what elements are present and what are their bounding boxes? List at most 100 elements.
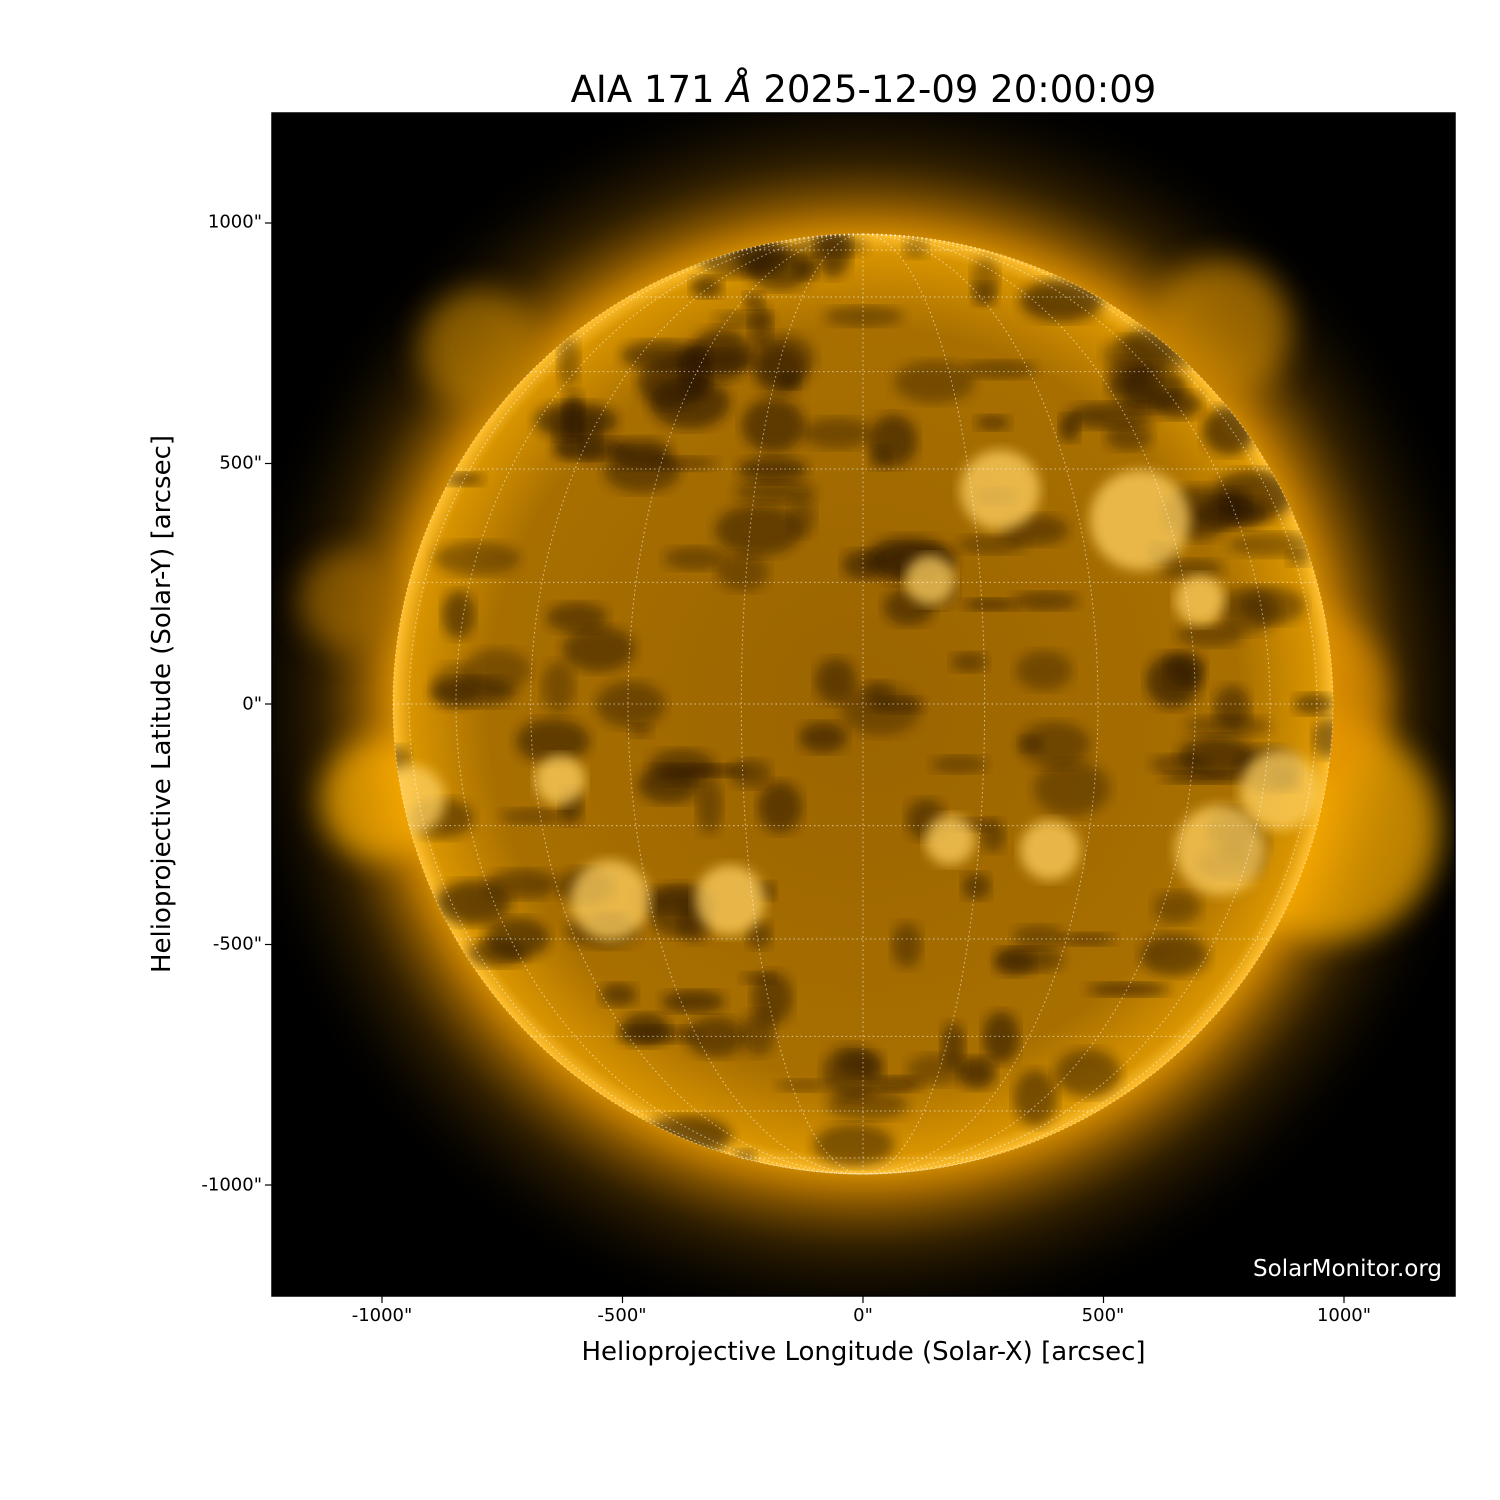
dark-region	[737, 456, 808, 483]
dark-region	[749, 333, 816, 385]
dark-region	[649, 376, 730, 429]
dark-region	[499, 808, 566, 825]
dark-region	[1312, 717, 1333, 759]
dark-region	[956, 535, 1028, 554]
dark-region	[1013, 1070, 1058, 1127]
heliographic-grid	[392, 233, 1334, 1175]
dark-region	[562, 626, 636, 672]
title-unit: Å	[726, 68, 752, 111]
dark-region	[553, 408, 585, 460]
title-text: AIA 171	[570, 68, 727, 111]
longitude-line	[740, 233, 864, 1175]
active-region	[393, 765, 445, 835]
y-tick-label: 1000"	[207, 211, 262, 233]
dark-region	[1054, 1049, 1121, 1098]
dark-region	[893, 360, 975, 404]
dark-region	[546, 602, 608, 633]
dark-region	[740, 971, 775, 985]
dark-region	[741, 398, 805, 453]
dark-region	[746, 920, 772, 949]
dark-region	[872, 1076, 923, 1092]
dark-region	[975, 415, 1011, 431]
dark-region	[1105, 422, 1153, 451]
dark-region	[579, 411, 602, 466]
dark-region	[891, 922, 922, 969]
dark-region	[751, 971, 793, 1025]
dark-region	[713, 311, 776, 328]
dark-region	[619, 1013, 670, 1047]
y-axis-label: Helioprojective Latitude (Solar-Y) [arcs…	[147, 434, 177, 974]
y-tick-label: -500"	[212, 933, 262, 955]
dark-region	[690, 276, 723, 298]
dark-region	[715, 504, 803, 556]
dark-region	[1159, 559, 1224, 581]
dark-region	[435, 880, 511, 925]
dark-region	[903, 238, 929, 259]
dark-region	[958, 1056, 996, 1089]
longitude-line	[455, 233, 864, 1175]
longitude-line	[530, 233, 864, 1175]
longitude-line	[862, 233, 986, 1175]
dark-region	[661, 990, 725, 1013]
x-tick-label: -500"	[597, 1305, 647, 1326]
dark-region	[1087, 982, 1170, 997]
dark-region	[734, 480, 817, 504]
dark-region	[1227, 532, 1315, 557]
dark-region	[746, 247, 814, 290]
longitude-line	[862, 233, 1318, 1175]
dark-region	[758, 781, 803, 833]
dark-region	[653, 456, 718, 471]
dark-region	[963, 598, 1018, 611]
dark-region	[1293, 693, 1333, 715]
dark-region	[743, 292, 764, 310]
dark-region	[696, 777, 723, 834]
dark-region	[1177, 736, 1255, 777]
dark-region	[1153, 891, 1202, 924]
x-tick-label: 500"	[1081, 1305, 1125, 1326]
dark-region	[729, 759, 771, 788]
tick-marks	[265, 222, 1345, 1303]
dark-region	[982, 1011, 1020, 1064]
dark-region	[442, 472, 485, 486]
dark-region	[595, 681, 666, 728]
active-region	[1240, 750, 1320, 830]
active-region	[960, 450, 1040, 530]
title-date: 2025-12-09 20:00:09	[751, 68, 1157, 111]
dark-region	[841, 684, 921, 736]
dark-region	[1161, 771, 1247, 784]
active-region	[1020, 820, 1080, 880]
x-axis-label: Helioprojective Longitude (Solar-X) [arc…	[581, 1337, 1146, 1367]
dark-region	[663, 546, 725, 570]
off-limb-structure	[300, 550, 400, 650]
dark-region	[815, 658, 857, 704]
dark-region	[1140, 934, 1209, 977]
active-region	[1175, 575, 1225, 625]
dark-region	[1059, 932, 1116, 946]
dark-region	[716, 553, 769, 592]
dark-region	[1033, 761, 1111, 816]
longitude-line	[408, 233, 864, 1175]
dark-region	[1015, 650, 1073, 691]
watermark: SolarMonitor.org	[1253, 1256, 1442, 1282]
active-region	[535, 755, 585, 805]
dark-region	[842, 549, 883, 580]
longitude-line	[862, 233, 1099, 1175]
x-tick-label: 0"	[853, 1305, 873, 1326]
dark-region	[963, 360, 1037, 379]
longitude-line	[862, 233, 1271, 1175]
dark-region	[1012, 925, 1065, 950]
dark-region	[1153, 390, 1202, 419]
longitude-line	[392, 233, 864, 1175]
dark-region	[515, 718, 590, 764]
dark-region	[1013, 591, 1079, 610]
y-tick-label: 0"	[242, 693, 262, 715]
dark-region	[462, 649, 531, 692]
dark-region	[685, 1017, 746, 1058]
dark-region	[1066, 402, 1155, 429]
longitude-line	[862, 233, 1334, 1175]
active-region	[695, 865, 765, 935]
dark-region	[599, 983, 637, 1007]
dark-region	[801, 417, 873, 449]
x-tick-label: -1000"	[351, 1305, 413, 1326]
